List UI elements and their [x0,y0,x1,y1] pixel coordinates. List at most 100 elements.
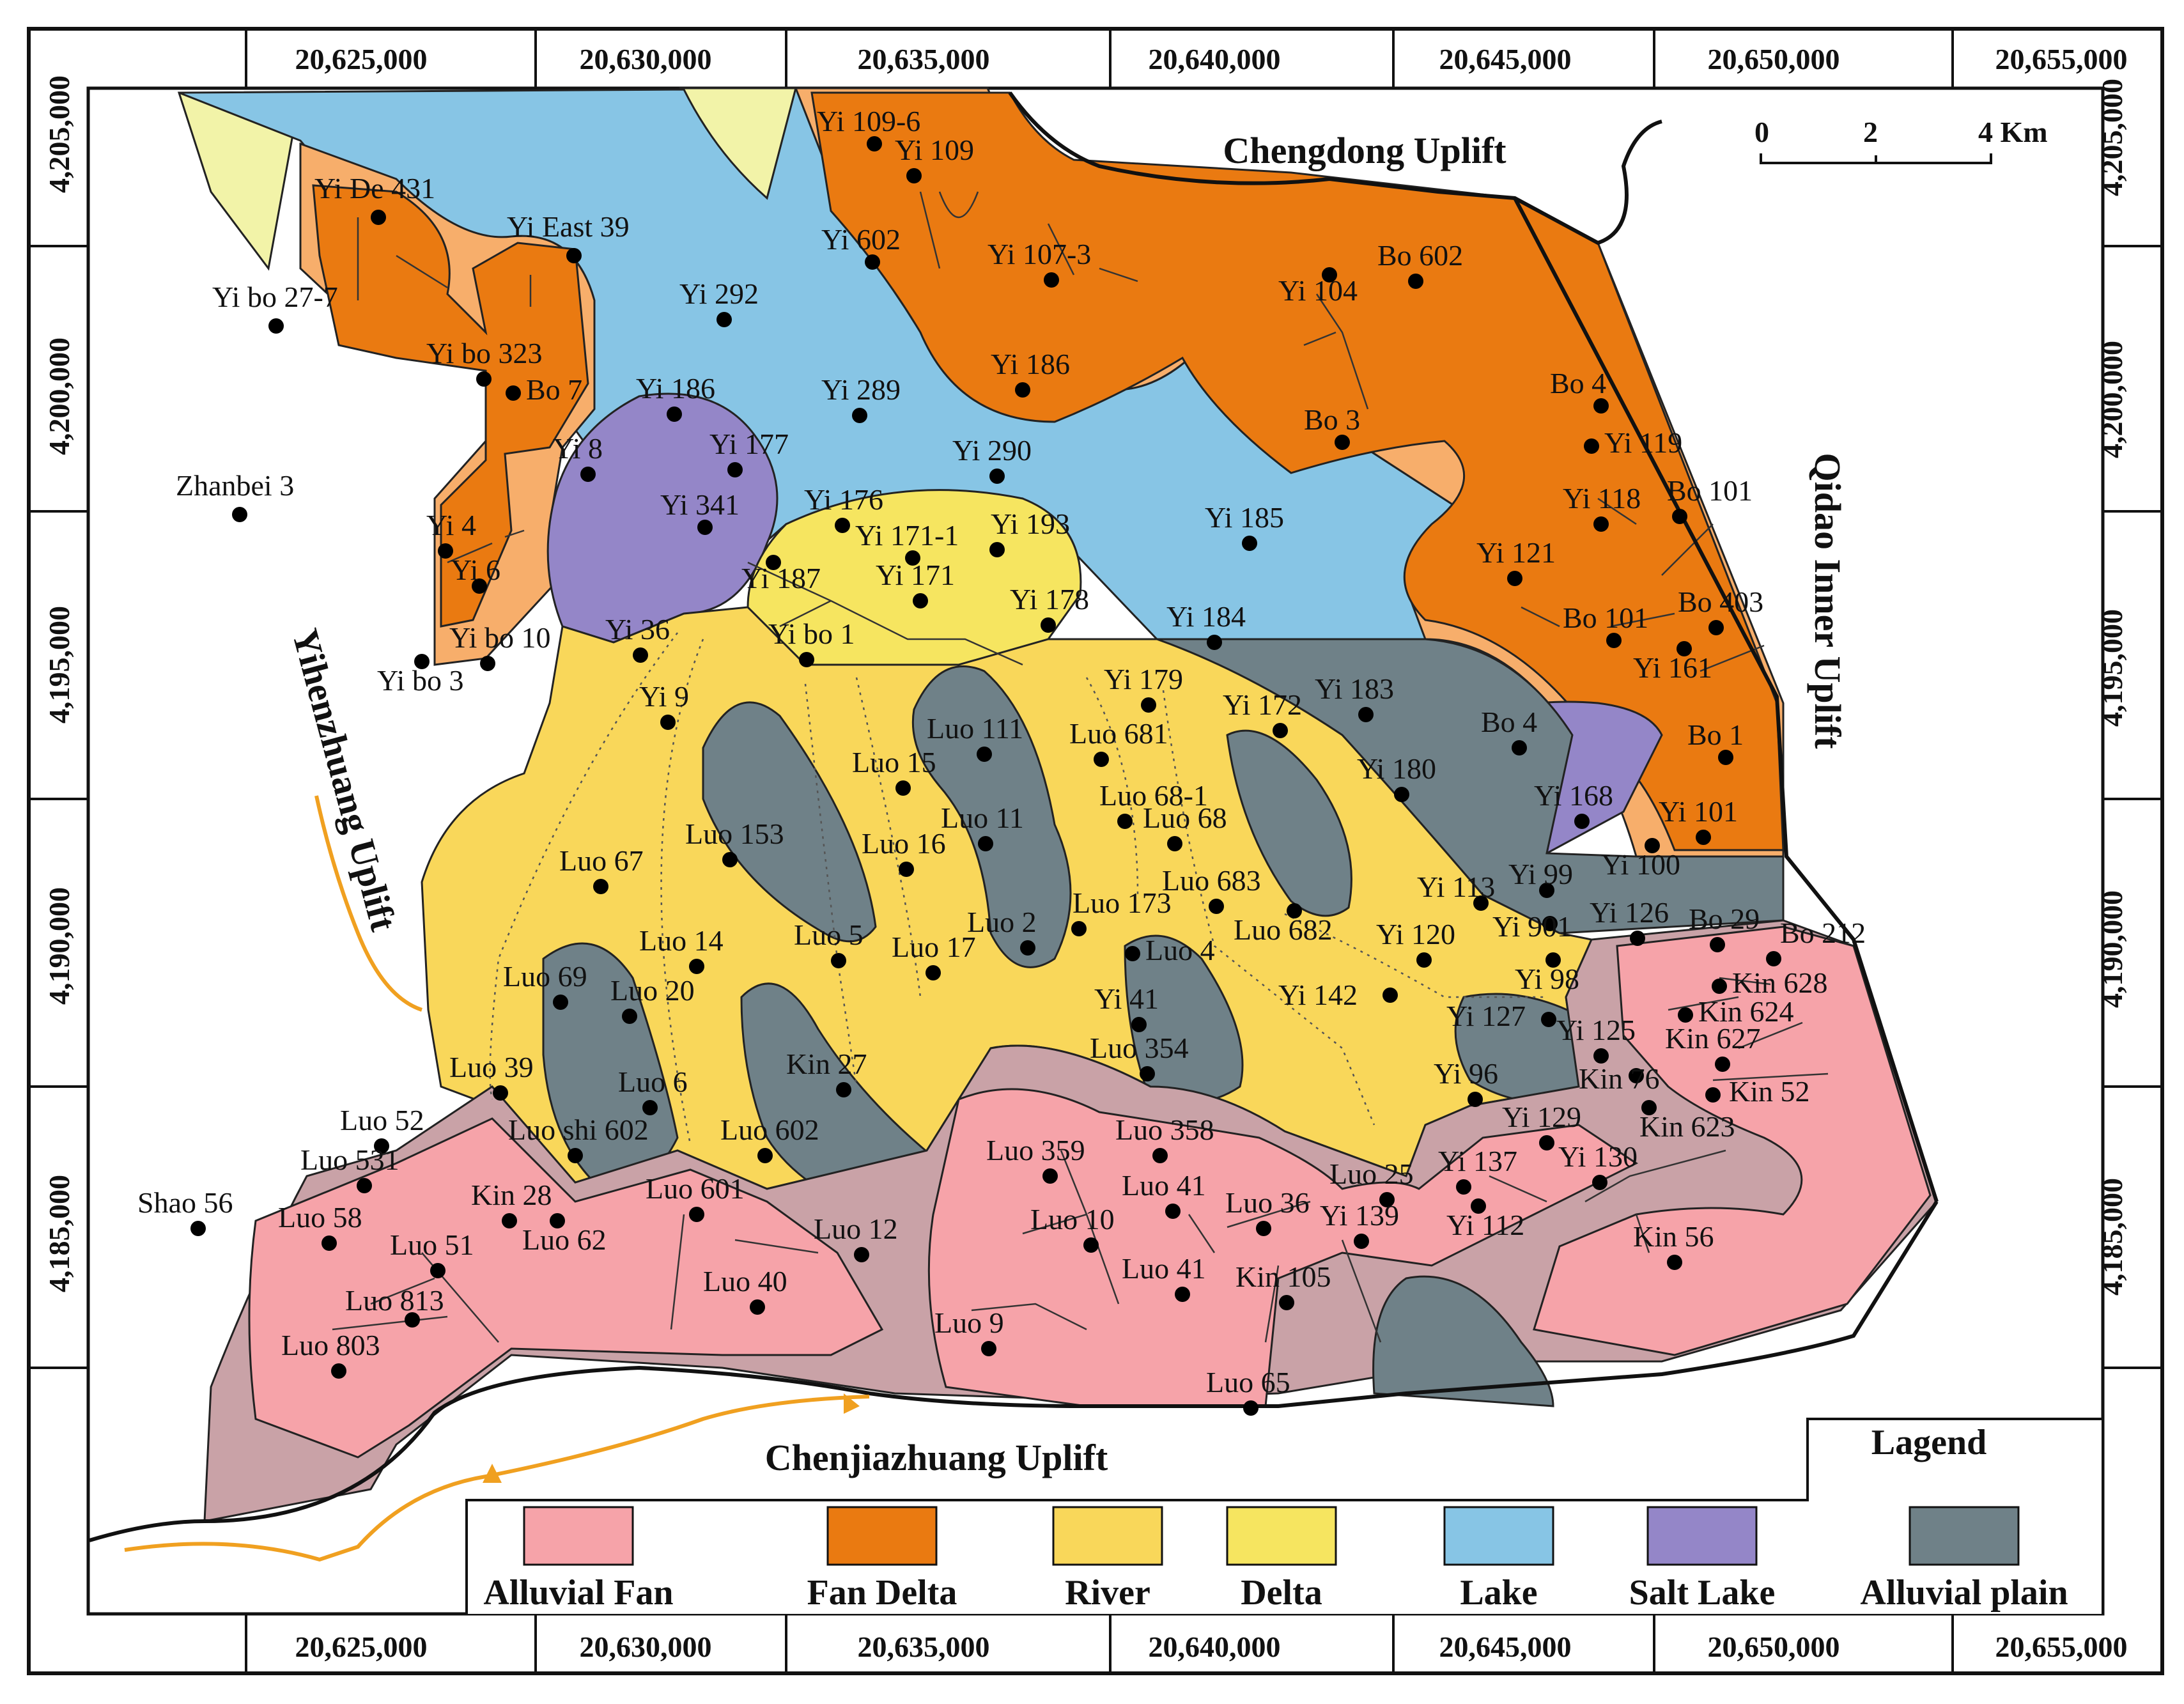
well: Luo 39 [449,1051,534,1101]
well-label: Luo 16 [862,827,946,860]
x-coord-label: 20,650,000 [1708,43,1840,75]
well-marker [550,1213,565,1228]
well: Luo 358 [1115,1113,1214,1163]
well-marker [689,1207,704,1222]
well: Yi 121 [1476,536,1556,586]
well-marker [321,1235,337,1251]
well: Luo 15 [852,746,936,796]
well-marker [1167,836,1182,851]
well-label: Yi 121 [1476,536,1556,569]
well-marker [438,543,453,559]
well-label: Yi 99 [1508,858,1573,890]
well: Yi 101 [1659,795,1738,845]
well: Yi 171-1 [855,519,959,566]
well-label: Shao 56 [137,1186,233,1219]
well-marker [1708,620,1724,635]
well: Yi 113 [1417,871,1495,911]
well-label: Yi 187 [741,562,821,594]
well: Yi 118 [1563,482,1641,532]
legend-swatch [523,1506,634,1566]
well-label: Luo 9 [934,1306,1004,1339]
y-coord-label: 4,190,000 [43,887,75,1005]
well-label: Bo 101 [1563,601,1648,634]
well: Luo 20 [610,974,695,1024]
legend-label: Alluvial Fan [483,1573,673,1613]
well-label: Yi 4 [426,509,476,541]
region-label-chenjiazhuang: Chenjiazhuang Uplift [765,1437,1108,1478]
well-marker [852,408,867,423]
well: Bo 4 [1550,367,1609,414]
x-coord-label: 20,635,000 [858,43,990,75]
well-label: Yi bo 323 [426,337,542,369]
well-label: Kin 105 [1235,1260,1331,1293]
well-label: Yi 101 [1659,795,1738,828]
legend-title: Lagend [1871,1423,1987,1462]
well-label: Yi 168 [1534,779,1613,812]
well: Luo 41 [1122,1169,1206,1219]
legend-swatch [1909,1506,2020,1566]
well: Luo 111 [927,712,1023,762]
well-marker [1678,1007,1693,1023]
well: Luo 16 [862,827,946,877]
well-label: Bo 101 [1667,474,1753,507]
region-label-chengdong: Chengdong Uplift [1223,130,1506,171]
well: Luo shi 602 [508,1113,649,1163]
well-marker [1382,988,1398,1003]
well: Luo 153 [685,817,784,867]
well-label: Kin 623 [1639,1110,1735,1143]
well-marker [1766,951,1781,966]
well-label: Yi 176 [804,483,883,516]
well-marker [642,1100,658,1115]
well: Luo 683 [1162,864,1261,914]
well-label: Yi 180 [1357,752,1436,785]
well-label: Yi 96 [1434,1057,1498,1090]
well-label: Bo 3 [1304,403,1360,436]
well: Luo 36 [1225,1186,1310,1236]
well-label: Yi 98 [1515,963,1579,995]
well: Luo 5 [794,918,864,968]
well-marker [1539,883,1554,898]
well-label: Luo 354 [1090,1032,1189,1064]
well: Yi bo 27-7 [212,281,338,334]
well-marker [472,578,487,594]
well: Yi 602 [821,223,901,270]
well-marker [1041,617,1056,633]
alluvial-plain-bar [1226,729,1352,917]
well-marker [981,1341,996,1356]
well-label: Luo 153 [685,817,784,850]
well-marker [1015,382,1030,398]
alluvial-plain-bar [911,665,1072,968]
well-label: Yi 289 [821,373,901,406]
well-marker [716,312,732,327]
well: Yi 180 [1357,752,1436,802]
well-marker [1125,946,1140,961]
well-marker [899,862,914,877]
well-label: Yi bo 27-7 [212,281,338,313]
well-label: Yi 126 [1590,896,1669,929]
well-marker [1718,750,1733,765]
well: Kin 624 [1678,995,1794,1028]
well: Yi 292 [679,277,759,327]
well: Luo 6 [618,1065,688,1115]
well-label: Kin 628 [1732,966,1828,999]
well: Luo 62 [522,1213,607,1256]
well: Yi East 39 [507,210,630,263]
well-marker [1539,1135,1554,1150]
well-label: Luo 15 [852,746,936,778]
facies-polygons [177,87,1938,1522]
well-marker [1715,1057,1730,1072]
well-label: Yi 139 [1320,1199,1399,1232]
y-coord-label: 4,195,000 [43,606,75,724]
well: Bo 602 [1377,239,1463,289]
x-coord-label: 20,625,000 [295,43,428,75]
well-label: Yi 171 [876,559,955,591]
well-marker [722,852,738,867]
well: Yi 184 [1166,600,1246,650]
well-label: Yi bo 10 [449,621,550,654]
well: Yi De 431 [314,172,435,225]
legend-items: Alluvial Fan Fan Delta River Delta Lake Salt … [483,1506,2068,1613]
well-marker [1042,1168,1058,1184]
legend-label: River [1065,1573,1150,1613]
well-marker [1243,1400,1259,1416]
well: Luo 4 [1125,934,1215,966]
